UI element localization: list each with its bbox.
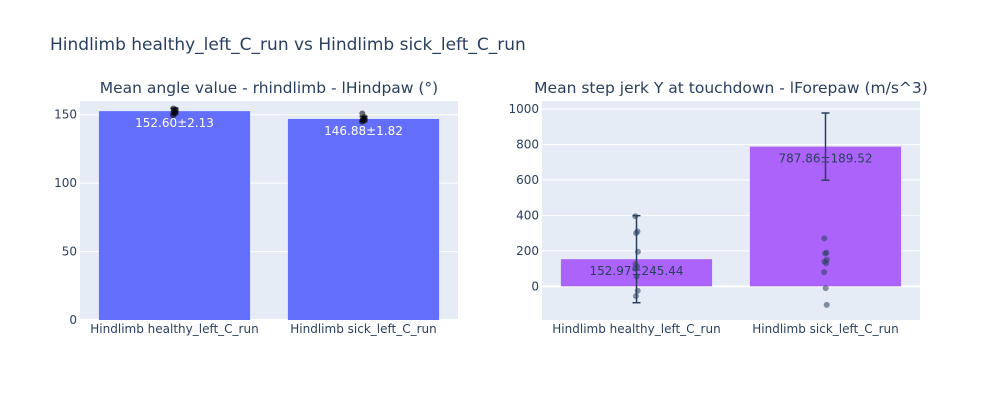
y-tick-label: 50 xyxy=(62,245,77,259)
data-point xyxy=(822,250,829,257)
y-tick-label: 1000 xyxy=(508,102,539,116)
data-point xyxy=(359,118,366,125)
chart-title-right: Mean step jerk Y at touchdown - lForepaw… xyxy=(534,79,928,97)
data-point xyxy=(170,112,177,119)
bar-value-label: 152.60±2.13 xyxy=(135,116,214,130)
data-point xyxy=(634,287,641,294)
data-point xyxy=(823,301,830,308)
data-point xyxy=(821,269,828,276)
y-tick-label: 0 xyxy=(531,279,539,293)
bar xyxy=(98,111,251,320)
x-tick-label: Hindlimb healthy_left_C_run xyxy=(552,322,720,336)
data-point xyxy=(634,248,641,255)
y-tick-label: 600 xyxy=(516,173,539,187)
data-point xyxy=(632,265,639,272)
x-tick-label: Hindlimb healthy_left_C_run xyxy=(90,322,258,336)
y-tick-label: 200 xyxy=(516,244,539,258)
data-point xyxy=(821,235,828,242)
y-tick-label: 400 xyxy=(516,208,539,222)
x-tick-label: Hindlimb sick_left_C_run xyxy=(752,322,898,336)
bar-value-label: 146.88±1.82 xyxy=(324,124,403,138)
data-point xyxy=(633,273,640,280)
data-point xyxy=(823,260,830,267)
bar-value-label: 787.86±189.52 xyxy=(778,152,872,166)
bar xyxy=(287,118,440,320)
y-tick-label: 150 xyxy=(54,108,77,122)
chart-title-left: Mean angle value - rhindlimb - lHindpaw … xyxy=(100,79,438,97)
chart-panel-left: Mean angle value - rhindlimb - lHindpaw … xyxy=(54,79,458,336)
chart-panel-right: Mean step jerk Y at touchdown - lForepaw… xyxy=(508,79,927,336)
data-point xyxy=(632,213,639,220)
data-point xyxy=(633,230,640,237)
figure-title: Hindlimb healthy_left_C_run vs Hindlimb … xyxy=(50,35,526,55)
y-tick-label: 100 xyxy=(54,176,77,190)
data-point xyxy=(822,285,829,292)
data-point xyxy=(632,293,639,300)
x-tick-label: Hindlimb sick_left_C_run xyxy=(290,322,436,336)
y-tick-label: 800 xyxy=(516,137,539,151)
y-tick-label: 0 xyxy=(69,313,77,327)
